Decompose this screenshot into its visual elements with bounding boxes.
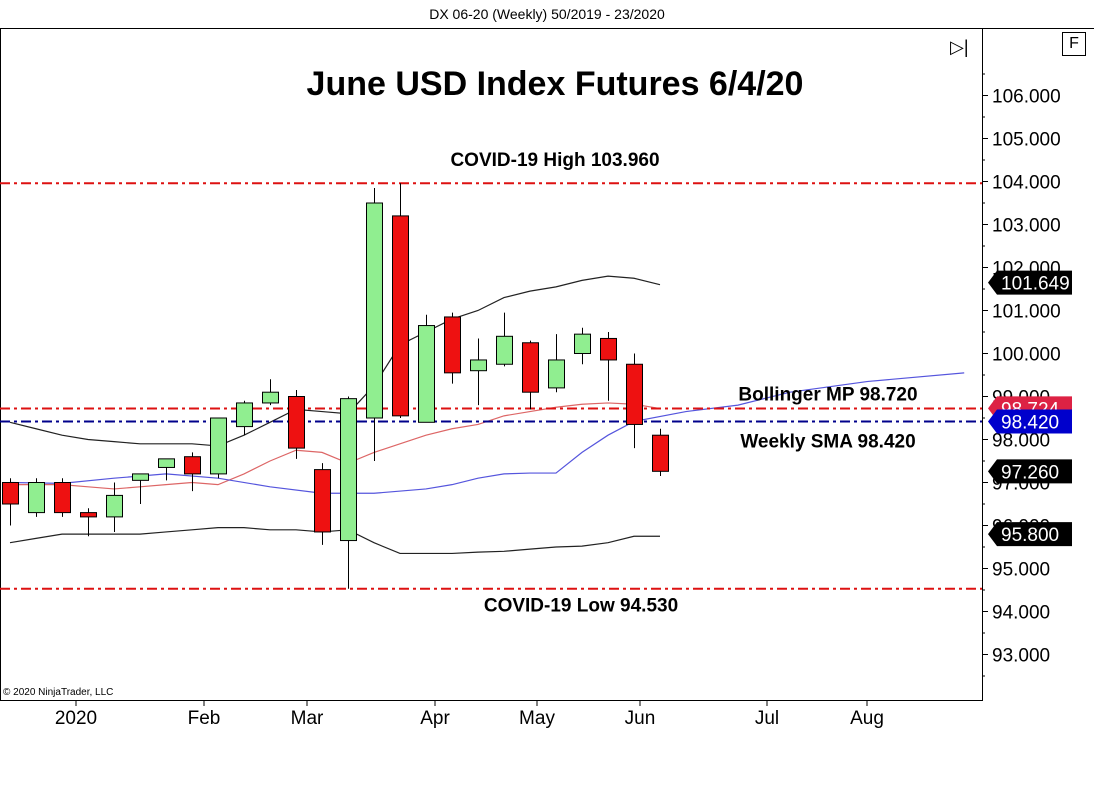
candle-up[interactable]	[366, 202, 383, 419]
chart-frame	[0, 28, 1094, 701]
candle-down[interactable]	[652, 434, 669, 472]
level-lines: COVID-19 High 103.960 Bollinger MP 98.720…	[0, 150, 982, 617]
candle-down[interactable]	[522, 342, 539, 393]
candle-up[interactable]	[574, 333, 591, 354]
y-tick-label: 98.000	[992, 431, 1050, 452]
instrument-title: DX 06-20 (Weekly) 50/2019 - 23/2020	[429, 6, 665, 22]
price-tag	[988, 522, 1072, 547]
candle-up[interactable]	[340, 398, 357, 542]
level-label: Weekly SMA 98.420	[740, 431, 915, 452]
price-tag	[988, 459, 1072, 484]
candle-down[interactable]	[288, 396, 305, 449]
candle-up[interactable]	[106, 494, 123, 518]
candle-up[interactable]	[236, 402, 253, 428]
flag-button[interactable]: F	[1062, 32, 1086, 56]
price-tag-label: 97.260	[1001, 462, 1059, 483]
candles	[2, 183, 669, 589]
candle-down[interactable]	[184, 456, 201, 475]
y-tick-label: 103.000	[992, 216, 1061, 237]
upper-band-line	[9, 275, 661, 447]
x-tick-label: May	[519, 708, 555, 729]
candle-up[interactable]	[210, 417, 227, 475]
candle-down[interactable]	[314, 469, 331, 533]
y-tick-label: 104.000	[992, 173, 1061, 194]
y-tick-label: 106.000	[992, 87, 1061, 108]
middle-band-line	[10, 402, 661, 490]
x-tick-label: Jul	[755, 708, 779, 729]
y-tick-label: 101.000	[992, 302, 1061, 323]
x-tick-label: 2020	[55, 708, 97, 729]
y-tick-label: 94.000	[992, 603, 1050, 624]
candle-down[interactable]	[54, 482, 71, 514]
lower-band-line	[9, 527, 660, 555]
x-tick-label: Aug	[850, 708, 884, 729]
candle-up[interactable]	[28, 482, 45, 514]
skip-to-end-icon[interactable]: ▷|	[950, 37, 969, 57]
x-tick-label: Mar	[291, 708, 324, 729]
candle-up[interactable]	[496, 335, 513, 365]
candle-down[interactable]	[2, 482, 19, 505]
price-tag-label: 95.800	[1001, 525, 1059, 546]
candle-down[interactable]	[600, 337, 617, 361]
level-label: COVID-19 High 103.960	[450, 150, 659, 171]
copyright-text: © 2020 NinjaTrader, LLC	[3, 687, 113, 698]
candle-down[interactable]	[626, 363, 643, 425]
chart-title: June USD Index Futures 6/4/20	[307, 65, 804, 103]
x-tick-label: Jun	[625, 708, 656, 729]
candle-down[interactable]	[392, 215, 409, 417]
candle-up[interactable]	[470, 359, 487, 372]
price-tag	[988, 409, 1072, 434]
y-tick-label: 93.000	[992, 646, 1050, 667]
price-tag-label: 98.420	[1001, 412, 1059, 433]
y-tick-label: 95.000	[992, 560, 1050, 581]
level-label: COVID-19 Low 94.530	[484, 596, 678, 617]
x-tick-label: Apr	[420, 708, 450, 729]
y-tick-label: 100.000	[992, 345, 1061, 366]
price-tag-label: 101.649	[1001, 274, 1070, 295]
y-tick-label: 105.000	[992, 130, 1061, 151]
candle-up[interactable]	[262, 391, 279, 404]
candle-up[interactable]	[418, 325, 435, 423]
candle-up[interactable]	[548, 359, 565, 389]
candle-down[interactable]	[80, 512, 97, 518]
level-label: Bollinger MP 98.720	[738, 385, 917, 406]
candle-down[interactable]	[444, 316, 461, 374]
candle-up[interactable]	[132, 473, 149, 481]
candle-up[interactable]	[158, 458, 175, 468]
price-tag	[988, 270, 1072, 295]
x-tick-label: Feb	[188, 708, 221, 729]
